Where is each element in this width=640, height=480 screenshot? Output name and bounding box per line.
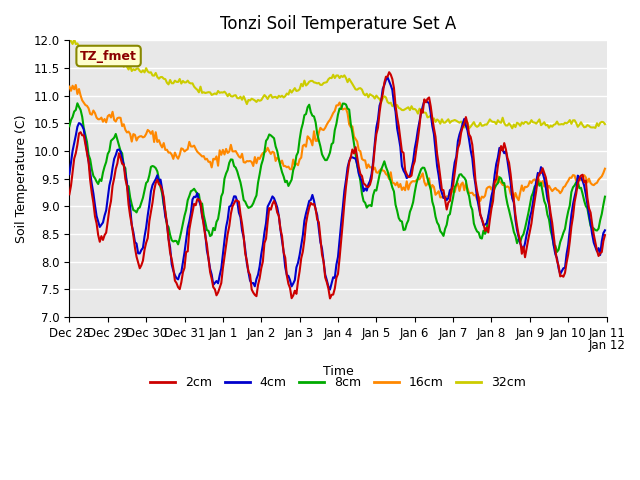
X-axis label: Time: Time <box>323 365 353 378</box>
Text: TZ_fmet: TZ_fmet <box>80 49 137 62</box>
Y-axis label: Soil Temperature (C): Soil Temperature (C) <box>15 114 28 243</box>
Legend: 2cm, 4cm, 8cm, 16cm, 32cm: 2cm, 4cm, 8cm, 16cm, 32cm <box>145 371 531 394</box>
Text: Jan 12: Jan 12 <box>588 339 625 352</box>
Title: Tonzi Soil Temperature Set A: Tonzi Soil Temperature Set A <box>220 15 456 33</box>
